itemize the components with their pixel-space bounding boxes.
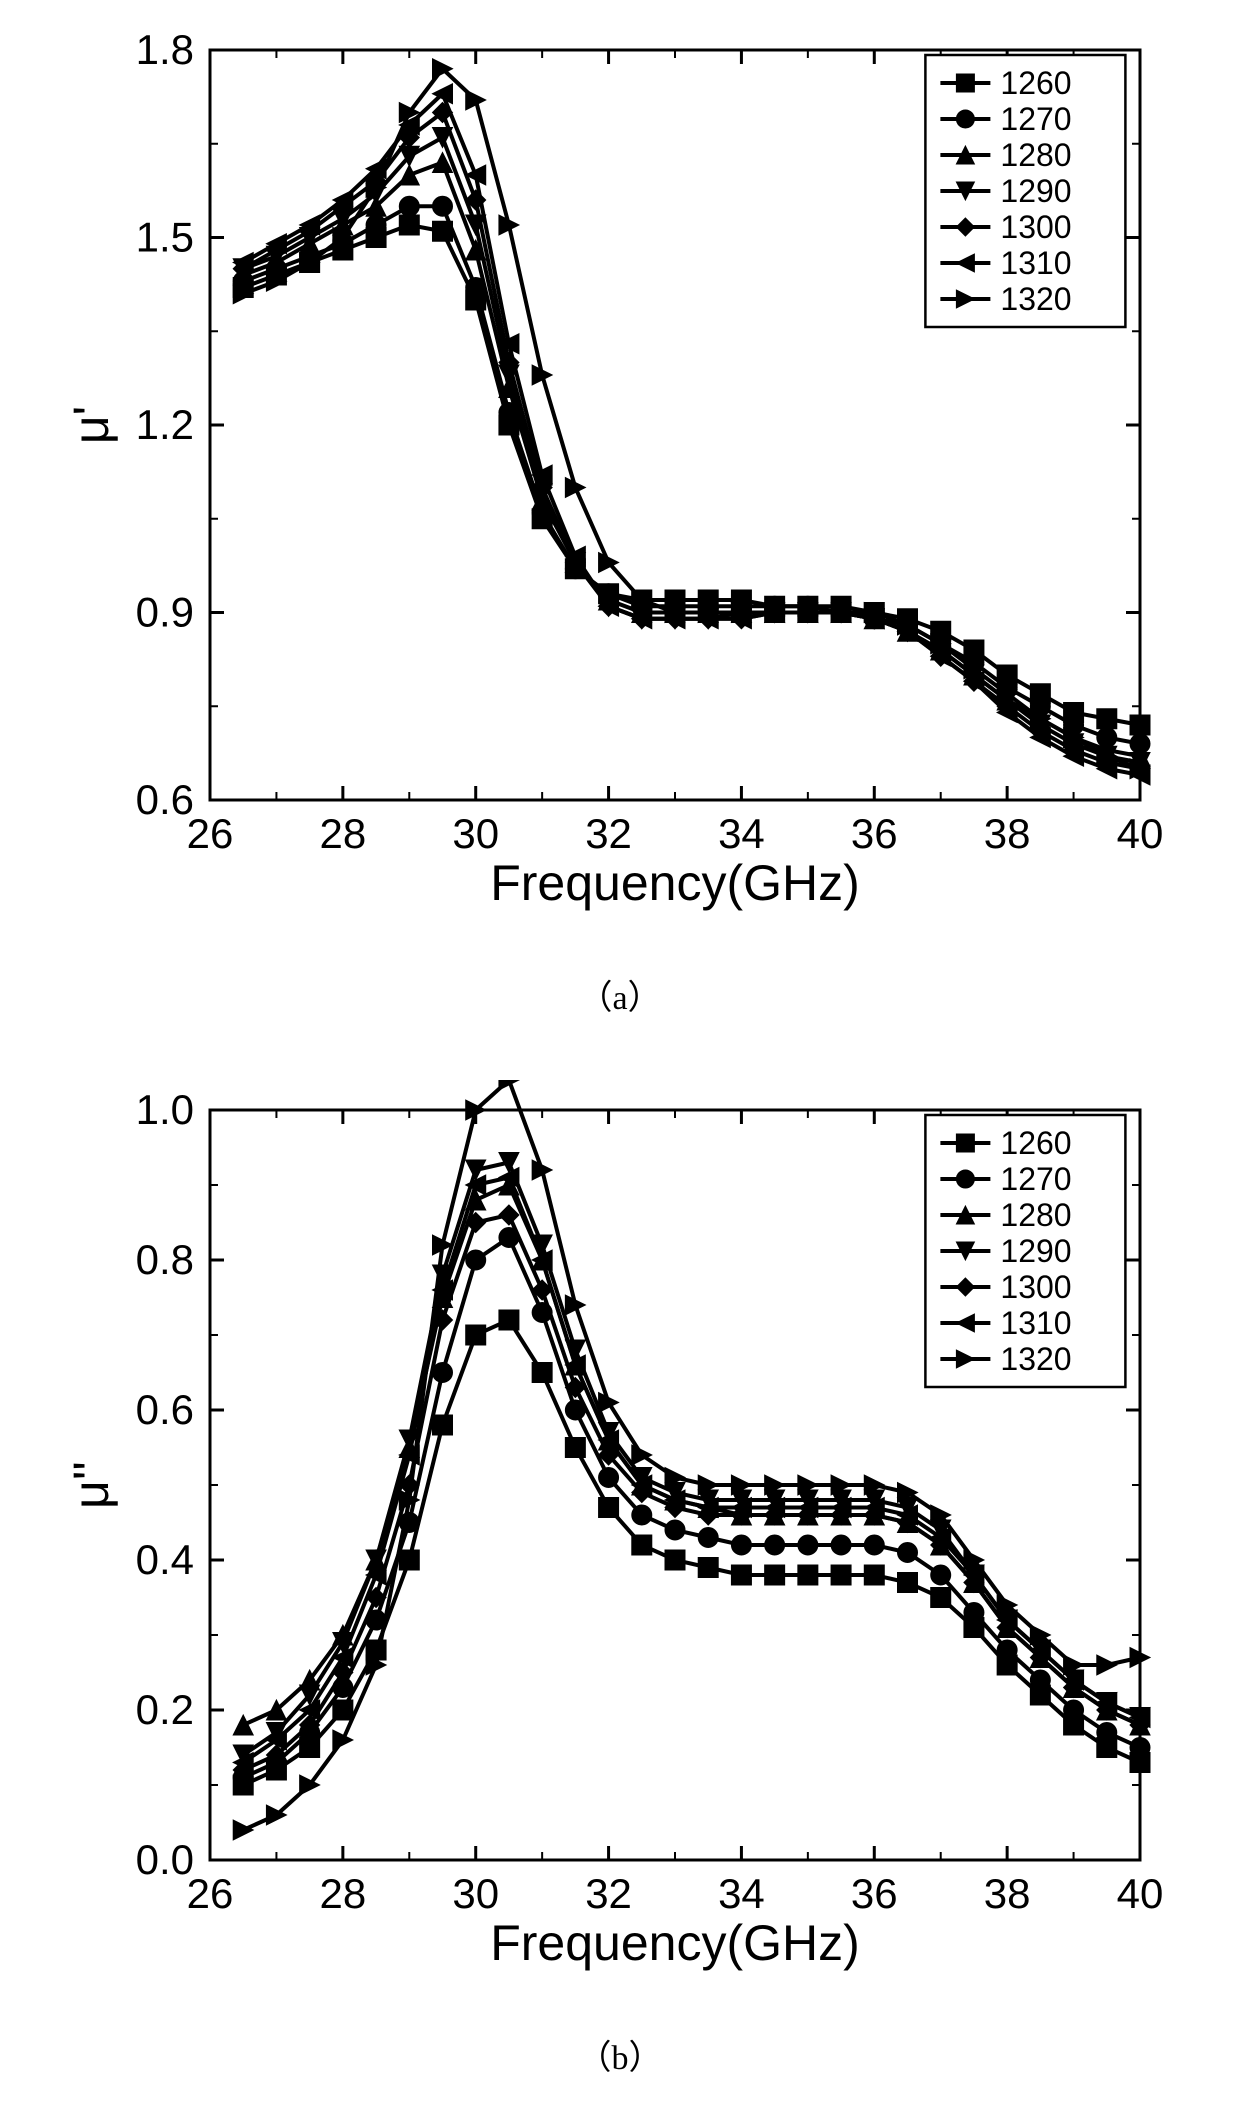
y-tick-label: 0.6 — [136, 776, 194, 823]
series-marker-1270 — [399, 196, 419, 216]
x-tick-label: 32 — [585, 1870, 632, 1917]
x-tick-label: 40 — [1117, 1870, 1164, 1917]
series-marker-1270 — [898, 1543, 918, 1563]
series-marker-1270 — [765, 1535, 785, 1555]
series-marker-1320 — [599, 1393, 619, 1413]
series-marker-1260 — [765, 1565, 785, 1585]
legend-label: 1280 — [1000, 1197, 1071, 1233]
series-marker-1260 — [731, 1565, 751, 1585]
y-axis-title: μ'' — [63, 1461, 119, 1509]
x-tick-label: 30 — [452, 1870, 499, 1917]
x-tick-label: 34 — [718, 810, 765, 857]
x-tick-label: 38 — [984, 1870, 1031, 1917]
legend-label: 1260 — [1000, 65, 1071, 101]
series-marker-1270 — [433, 1363, 453, 1383]
y-tick-label: 0.8 — [136, 1236, 194, 1283]
legend-label: 1270 — [1000, 1161, 1071, 1197]
series-marker-1270 — [997, 1640, 1017, 1660]
y-tick-label: 0.4 — [136, 1536, 194, 1583]
series-marker-1260 — [1097, 709, 1117, 729]
series-marker-1300 — [499, 1205, 519, 1225]
series-marker-1270 — [731, 1535, 751, 1555]
series-marker-1280 — [233, 1715, 253, 1735]
series-marker-1320 — [233, 1820, 253, 1840]
x-tick-label: 38 — [984, 810, 1031, 857]
series-marker-1320 — [333, 1730, 353, 1750]
series-marker-1320 — [1097, 1655, 1117, 1675]
legend-label: 1310 — [1000, 1305, 1071, 1341]
series-marker-1270 — [1097, 1723, 1117, 1743]
legend-label: 1270 — [1000, 101, 1071, 137]
series-marker-1270 — [466, 1250, 486, 1270]
series-marker-1260 — [864, 1565, 884, 1585]
series-marker-1260 — [599, 1498, 619, 1518]
chart-a: 26283032343638400.60.91.21.51.8Frequency… — [60, 20, 1180, 950]
x-tick-label: 36 — [851, 810, 898, 857]
legend-label: 1290 — [1000, 173, 1071, 209]
legend-label: 1300 — [1000, 1269, 1071, 1305]
sublabel-b: （b） — [0, 2030, 1240, 2079]
y-tick-label: 1.2 — [136, 401, 194, 448]
series-marker-1270 — [433, 196, 453, 216]
series-marker-1270 — [798, 1535, 818, 1555]
x-tick-label: 32 — [585, 810, 632, 857]
series-marker-1260 — [898, 1573, 918, 1593]
y-tick-label: 0.2 — [136, 1686, 194, 1733]
series-marker-1270 — [665, 1520, 685, 1540]
y-tick-label: 1.8 — [136, 26, 194, 73]
series-marker-1260 — [798, 1565, 818, 1585]
series-marker-1260 — [632, 1535, 652, 1555]
x-axis-title: Frequency(GHz) — [490, 855, 860, 911]
x-tick-label: 28 — [319, 810, 366, 857]
series-marker-1260 — [931, 1588, 951, 1608]
series-marker-1270 — [366, 215, 386, 235]
series-marker-1260 — [698, 1558, 718, 1578]
series-marker-1320 — [499, 1080, 519, 1090]
series-marker-1270 — [964, 1603, 984, 1623]
legend-label: 1310 — [1000, 245, 1071, 281]
series-marker-1260 — [665, 1550, 685, 1570]
x-axis-title: Frequency(GHz) — [490, 1915, 860, 1971]
y-tick-label: 0.6 — [136, 1386, 194, 1433]
series-marker-1270 — [599, 1468, 619, 1488]
chart-b: 26283032343638400.00.20.40.60.81.0Freque… — [60, 1080, 1180, 2010]
x-tick-label: 28 — [319, 1870, 366, 1917]
series-marker-1280 — [399, 165, 419, 185]
series-marker-1270 — [1064, 1700, 1084, 1720]
series-marker-1260 — [399, 215, 419, 235]
series-marker-1260 — [499, 1310, 519, 1330]
y-tick-label: 1.0 — [136, 1086, 194, 1133]
page: 26283032343638400.60.91.21.51.8Frequency… — [0, 0, 1240, 2106]
series-marker-1260 — [565, 1438, 585, 1458]
series-marker-1260 — [333, 1700, 353, 1720]
series-marker-1260 — [433, 1415, 453, 1435]
x-tick-label: 36 — [851, 1870, 898, 1917]
y-tick-label: 1.5 — [136, 214, 194, 261]
legend-label: 1260 — [1000, 1125, 1071, 1161]
y-axis-title: μ' — [63, 406, 119, 444]
series-marker-1270 — [831, 1535, 851, 1555]
legend-label: 1280 — [1000, 137, 1071, 173]
y-tick-label: 0.9 — [136, 589, 194, 636]
series-marker-1260 — [1130, 715, 1150, 735]
legend-label: 1300 — [1000, 209, 1071, 245]
series-marker-1260 — [466, 1325, 486, 1345]
series-marker-1260 — [831, 1565, 851, 1585]
series-marker-1270 — [1030, 1670, 1050, 1690]
x-tick-label: 30 — [452, 810, 499, 857]
series-marker-1270 — [1130, 1738, 1150, 1758]
series-marker-1270 — [698, 1528, 718, 1548]
sublabel-a: （a） — [0, 970, 1240, 1019]
legend-label: 1290 — [1000, 1233, 1071, 1269]
series-marker-1260 — [532, 1363, 552, 1383]
series-marker-1260 — [399, 1550, 419, 1570]
legend-label: 1320 — [1000, 1341, 1071, 1377]
legend-label: 1320 — [1000, 281, 1071, 317]
y-tick-label: 0.0 — [136, 1836, 194, 1883]
series-marker-1270 — [864, 1535, 884, 1555]
x-tick-label: 40 — [1117, 810, 1164, 857]
series-marker-1270 — [632, 1505, 652, 1525]
series-marker-1270 — [931, 1565, 951, 1585]
x-tick-label: 34 — [718, 1870, 765, 1917]
